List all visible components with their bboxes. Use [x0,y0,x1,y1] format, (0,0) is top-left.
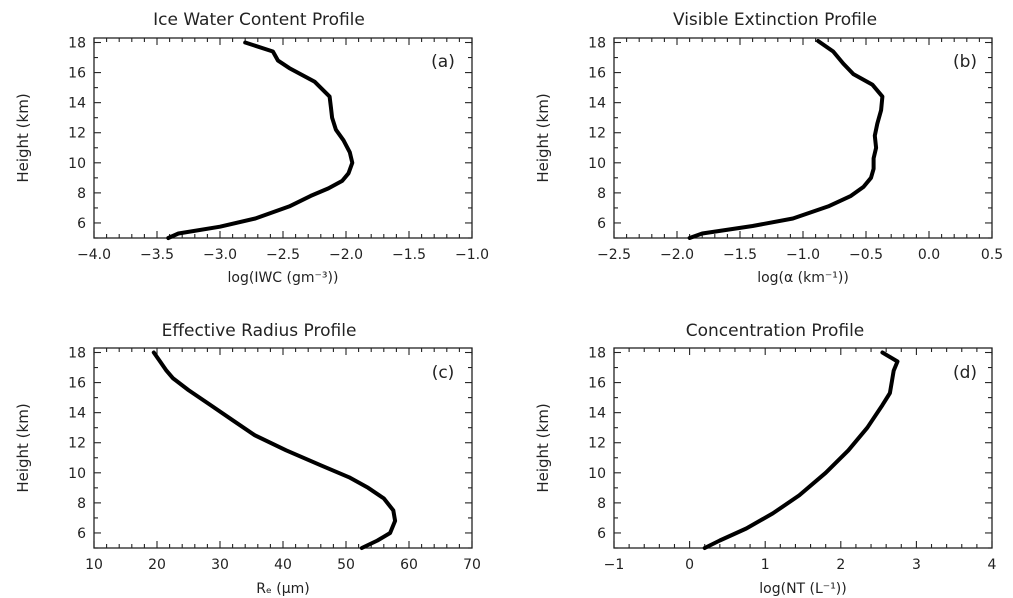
y-tick-label: 10 [68,466,86,482]
panel-title: Ice Water Content Profile [153,10,365,30]
x-tick-label: 0.0 [918,247,940,263]
y-tick-label: 14 [588,406,606,422]
x-tick-label: −2.5 [597,247,631,263]
y-tick-label: 6 [77,526,86,542]
x-tick-label: 70 [463,557,481,573]
y-tick-label: 16 [588,66,606,82]
y-tick-label: 10 [68,156,86,172]
profile-line [687,39,885,240]
x-axis-label: Rₑ (μm) [256,581,309,597]
panel-label: (b) [953,52,977,72]
panel-label: (d) [953,363,977,383]
x-tick-label: 20 [148,557,166,573]
x-tick-label: −1.5 [723,247,757,263]
x-tick-label: −2.5 [266,247,300,263]
x-tick-label: −4.0 [77,247,111,263]
x-tick-label: 10 [85,557,103,573]
x-tick-label: −1.0 [786,247,820,263]
x-tick-label: 30 [211,557,229,573]
panel-title: Effective Radius Profile [162,321,357,341]
y-tick-label: 12 [588,436,606,452]
x-axis-label: log(IWC (gm⁻³)) [228,270,339,286]
y-tick-label: 10 [588,156,606,172]
x-axis-label: log(NT (L⁻¹)) [759,581,846,597]
x-tick-label: −2.0 [660,247,694,263]
plot-frame [613,347,993,549]
profile-line [166,40,355,240]
x-tick-label: −1 [604,557,625,573]
panel-b: Visible Extinction Profile (b) log(α (km… [534,10,1003,286]
y-tick-label: 10 [588,466,606,482]
x-tick-label: −1.0 [455,247,489,263]
x-tick-label: −3.5 [140,247,174,263]
y-tick-label: 16 [68,376,86,392]
y-tick-label: 12 [68,126,86,142]
profile-line [702,350,900,550]
plot-area: −4.0 −3.5 −3.0 −2.5 −2.0 −1.5 −1.0 6 8 10 12 14 16 18 [68,36,489,263]
y-tick-label: 6 [77,216,86,232]
y-tick-label: 14 [68,96,86,112]
y-axis-label: Height (km) [534,403,552,492]
y-axis-label: Height (km) [14,93,32,182]
panel-title: Concentration Profile [686,321,865,341]
panel-title: Visible Extinction Profile [673,10,877,30]
y-tick-label: 6 [597,526,606,542]
panel-d: Concentration Profile (d) log(NT (L⁻¹)) … [534,321,997,597]
plot-area: 10 20 30 40 50 60 70 6 8 10 12 14 16 18 [68,346,481,573]
panel-c: Effective Radius Profile (c) Rₑ (μm) Hei… [14,321,481,597]
y-tick-label: 16 [588,376,606,392]
y-tick-label: 16 [68,66,86,82]
x-tick-label: −0.5 [849,247,883,263]
x-axis-label: log(α (km⁻¹)) [757,270,849,286]
y-tick-label: 8 [77,496,86,512]
x-tick-label: 4 [988,557,997,573]
panel-label: (a) [431,52,455,72]
y-tick-label: 14 [588,96,606,112]
x-tick-label: 1 [761,557,770,573]
x-tick-label: −1.5 [392,247,426,263]
x-tick-label: 0 [685,557,694,573]
x-tick-label: 50 [337,557,355,573]
y-tick-label: 18 [588,36,606,52]
y-tick-label: 18 [68,346,86,362]
y-tick-label: 8 [597,186,606,202]
y-axis-label: Height (km) [534,93,552,182]
x-tick-label: 60 [400,557,418,573]
y-tick-label: 18 [588,346,606,362]
y-tick-label: 6 [597,216,606,232]
x-tick-label: −2.0 [329,247,363,263]
panel-label: (c) [432,363,455,383]
y-tick-label: 12 [588,126,606,142]
y-tick-label: 12 [68,436,86,452]
x-tick-label: −3.0 [203,247,237,263]
x-tick-label: 40 [274,557,292,573]
y-tick-label: 8 [597,496,606,512]
y-tick-label: 18 [68,36,86,52]
y-tick-label: 8 [77,186,86,202]
x-tick-label: 0.5 [981,247,1003,263]
plot-frame [613,37,993,239]
x-tick-label: 3 [912,557,921,573]
y-axis-label: Height (km) [14,403,32,492]
plot-area: −2.5 −2.0 −1.5 −1.0 −0.5 0.0 0.5 6 8 10 12 14 16 18 [588,36,1003,263]
x-tick-label: 2 [836,557,845,573]
panel-a: Ice Water Content Profile (a) log(IWC (g… [14,10,489,286]
y-tick-label: 14 [68,406,86,422]
profile-line [151,350,398,550]
